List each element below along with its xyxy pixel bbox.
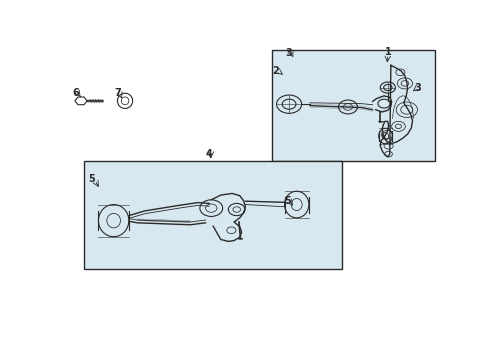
Text: 3: 3: [414, 82, 421, 93]
FancyBboxPatch shape: [84, 161, 342, 269]
Text: 7: 7: [114, 88, 121, 98]
Text: 5: 5: [284, 196, 291, 206]
Polygon shape: [75, 97, 87, 105]
Text: 3: 3: [285, 48, 292, 58]
Text: 2: 2: [272, 66, 279, 76]
Text: 5: 5: [88, 174, 95, 184]
Text: 6: 6: [73, 88, 79, 98]
Text: 4: 4: [205, 149, 212, 159]
FancyBboxPatch shape: [272, 50, 435, 161]
Text: 1: 1: [385, 47, 392, 57]
